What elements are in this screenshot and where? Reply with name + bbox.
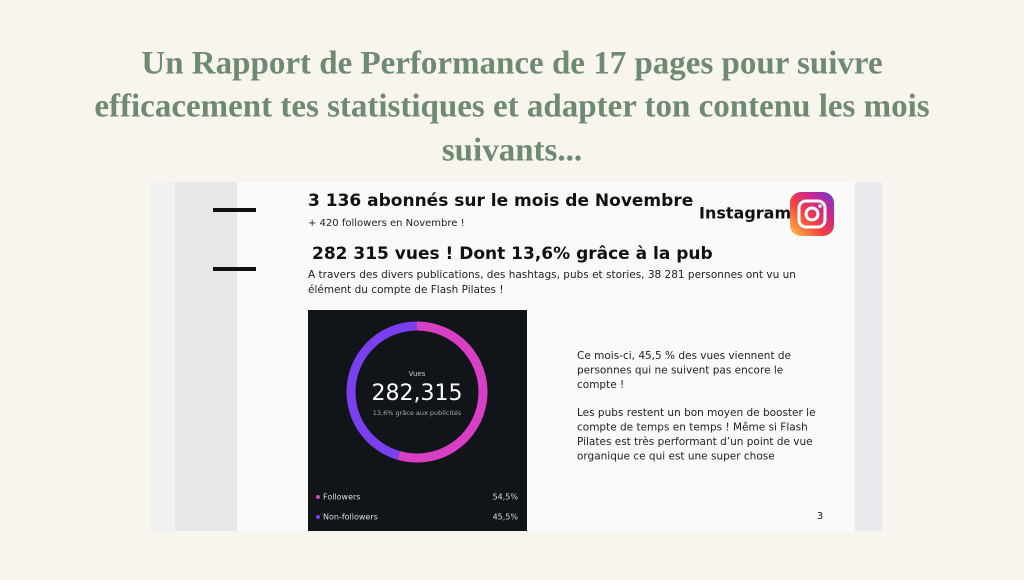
page-margin xyxy=(175,182,237,531)
headline: 3 136 abonnés sur le mois de Novembre xyxy=(308,191,693,211)
side-line: Ce mois-ci, 45,5 % des vues viennent de xyxy=(577,350,791,362)
center-total: 282,315 xyxy=(372,381,463,406)
side-line: Les pubs restent un bon moyen de booster… xyxy=(577,407,816,419)
legend-name: Followers xyxy=(323,493,360,502)
paragraph-line: A travers des divers publications, des h… xyxy=(308,269,796,281)
dash xyxy=(213,208,256,212)
instagram-icon xyxy=(790,192,834,236)
title-line: efficacement tes statistiques et adapter… xyxy=(94,89,929,125)
side-line: compte ! xyxy=(577,379,624,391)
headline: 282 315 vues ! Dont 13,6% grâce à la pub xyxy=(312,244,713,264)
dash xyxy=(213,267,256,271)
legend-value: 45,5% xyxy=(493,513,519,522)
page-edge xyxy=(150,182,175,531)
center-note: 13,6% grâce aux publicités xyxy=(373,409,462,417)
page-number: 3 xyxy=(817,511,823,522)
paragraph-line: élément du compte de Flash Pilates ! xyxy=(308,284,504,296)
brand: Instagram xyxy=(699,204,791,223)
subline: + 420 followers en Novembre ! xyxy=(308,218,465,229)
legend-value: 54,5% xyxy=(493,493,519,502)
donut-chart: Followers 54,5% Non-followers 45,5% xyxy=(316,321,519,522)
center-label: Vues xyxy=(409,370,426,378)
side-line: personnes qui ne suivent pas encore le xyxy=(577,365,783,377)
chart-panel xyxy=(308,310,527,531)
donut-segment xyxy=(397,321,488,463)
legend-name: Non-followers xyxy=(323,513,378,522)
side-line: organique ce qui est une super chose xyxy=(577,451,775,463)
title-line: suivants... xyxy=(442,133,582,169)
page-margin xyxy=(855,182,882,531)
legend-dot xyxy=(316,515,320,519)
legend-dot xyxy=(316,495,320,499)
side-text: Ce mois-ci, 45,5 % des vues viennent de p… xyxy=(577,350,816,463)
side-line: Pilates est très performant d’un point d… xyxy=(577,436,813,448)
donut-segment xyxy=(346,321,418,460)
side-line: compte de temps en temps ! Même si Flash xyxy=(577,422,808,434)
title-line: Un Rapport de Performance de 17 pages po… xyxy=(141,46,882,82)
